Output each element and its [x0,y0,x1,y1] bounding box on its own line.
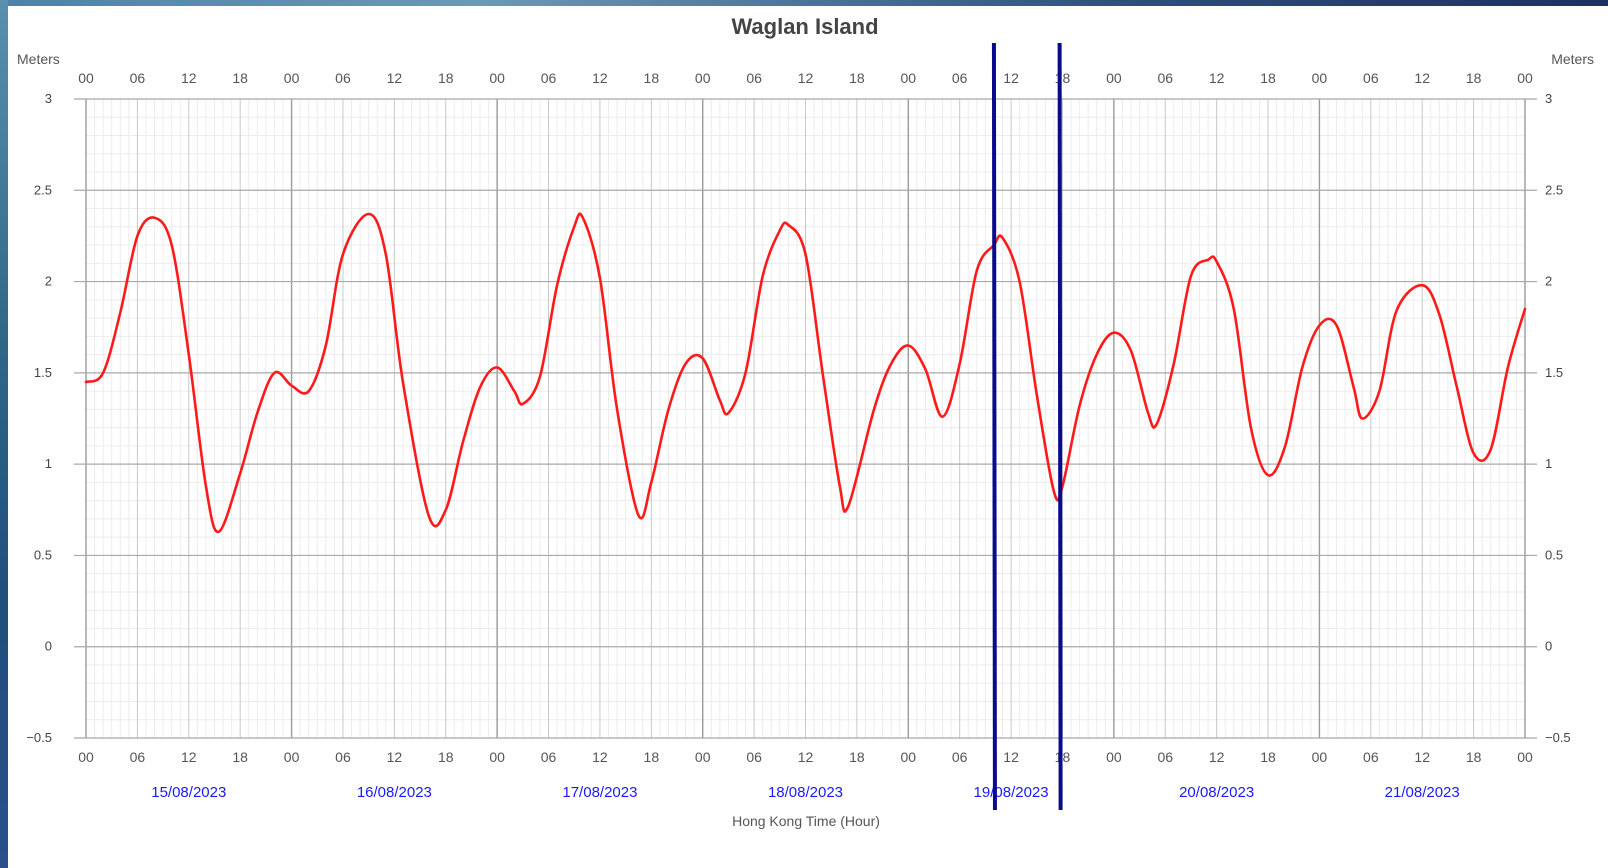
time-window-markers [991,42,1063,811]
x-tick-label: 18 [1055,749,1071,765]
x-tick-label: 00 [78,70,94,86]
x-tick-label: 18 [438,749,454,765]
x-tick-label: 00 [1312,749,1328,765]
x-tick-label: 06 [541,70,557,86]
date-label: 15/08/2023 [151,784,226,801]
x-tick-label: 00 [900,70,916,86]
x-tick-label: 12 [1209,749,1225,765]
x-tick-label: 12 [181,70,197,86]
x-tick-label: 12 [387,70,403,86]
x-tick-label: 18 [1260,70,1276,86]
y-tick-label: 2.5 [1545,182,1563,197]
x-tick-label: 12 [1003,70,1019,86]
y-tick-label: 0 [45,639,52,654]
x-tick-label: 06 [1363,70,1379,86]
x-tick-label: 06 [952,749,968,765]
x-tick-label: 06 [130,70,146,86]
minor-grid [86,99,1525,738]
x-tick-label: 18 [1260,749,1276,765]
y-tick-label: 1 [45,456,52,471]
x-tick-label: 00 [900,749,916,765]
y-ticks-right: 3 2.5 2 1.5 1 0.5 0 −0.5 [1545,91,1571,745]
x-tick-label: 12 [181,749,197,765]
date-label: 18/08/2023 [768,784,843,801]
x-tick-label: 06 [1157,70,1173,86]
x-axis-title: Hong Kong Time (Hour) [732,813,880,829]
date-label: 19/08/2023 [974,784,1049,801]
x-tick-label: 12 [592,749,608,765]
date-labels: 15/08/2023 16/08/2023 17/08/2023 18/08/2023… [151,784,1460,801]
x-tick-label: 18 [849,70,865,86]
date-label: 21/08/2023 [1385,784,1460,801]
x-tick-label: 00 [695,749,711,765]
x-tick-label: 00 [695,70,711,86]
x-tick-label: 12 [592,70,608,86]
x-tick-label: 18 [232,70,248,86]
x-tick-label: 00 [284,70,300,86]
x-tick-label: 12 [798,749,814,765]
y-tick-label: 2.5 [34,182,52,197]
x-tick-label: 06 [746,70,762,86]
y-tick-label: 3 [45,91,52,106]
y-tick-label: 2 [45,274,52,289]
x-tick-label: 00 [284,749,300,765]
x-tick-label: 12 [1003,749,1019,765]
x-tick-label: 00 [489,749,505,765]
x-tick-label: 18 [644,749,660,765]
x-tick-label: 00 [1517,749,1533,765]
x-tick-label: 12 [798,70,814,86]
x-tick-label: 06 [335,70,351,86]
major-grid [74,98,1537,739]
x-tick-label: 06 [541,749,557,765]
x-tick-label: 12 [1414,70,1430,86]
x-tick-label: 00 [1312,70,1328,86]
time-marker-line [1057,42,1063,811]
x-tick-label: 00 [78,749,94,765]
y-tick-label: −0.5 [26,730,52,745]
y-tick-label: −0.5 [1545,730,1571,745]
y-tick-label: 1 [1545,456,1552,471]
x-tick-label: 18 [1466,749,1482,765]
x-ticks-top: 00 06 12 18 00 06 12 18 00 06 12 18 00 06 12 18 00 06 12 18… [78,70,1533,86]
tide-height-series-line [84,212,1527,534]
x-ticks-bottom: 00 06 12 18 00 06 12 18 00 06 12 18 00 06 12 18 00 06 12 18… [78,749,1533,765]
x-tick-label: 00 [489,70,505,86]
x-tick-label: 00 [1106,70,1122,86]
y-tick-label: 0.5 [34,547,52,562]
background-top-strip [0,0,1608,6]
date-label: 17/08/2023 [562,784,637,801]
x-tick-label: 18 [1055,70,1071,86]
y-tick-label: 2 [1545,274,1552,289]
x-tick-label: 00 [1517,70,1533,86]
x-tick-label: 06 [130,749,146,765]
x-tick-label: 00 [1106,749,1122,765]
y-tick-label: 1.5 [34,365,52,380]
x-tick-label: 18 [438,70,454,86]
y-tick-label: 1.5 [1545,365,1563,380]
x-tick-label: 18 [1466,70,1482,86]
date-label: 20/08/2023 [1179,784,1254,801]
x-tick-label: 06 [1363,749,1379,765]
time-marker-line [991,42,997,811]
x-tick-label: 06 [746,749,762,765]
y-tick-label: 3 [1545,91,1552,106]
x-tick-label: 12 [387,749,403,765]
date-label: 16/08/2023 [357,784,432,801]
x-tick-label: 12 [1414,749,1430,765]
y-ticks-left: 3 2.5 2 1.5 1 0.5 0 −0.5 [26,91,52,745]
y-tick-label: 0.5 [1545,547,1563,562]
y-axis-unit-left: Meters [17,51,60,67]
y-axis-unit-right: Meters [1551,51,1594,67]
x-tick-label: 18 [644,70,660,86]
chart-title: Waglan Island [731,14,878,39]
x-tick-label: 18 [232,749,248,765]
background-left-strip [0,0,8,868]
x-tick-label: 06 [1157,749,1173,765]
x-tick-label: 12 [1209,70,1225,86]
x-tick-label: 06 [952,70,968,86]
x-tick-label: 06 [335,749,351,765]
x-tick-label: 18 [849,749,865,765]
y-tick-label: 0 [1545,639,1552,654]
